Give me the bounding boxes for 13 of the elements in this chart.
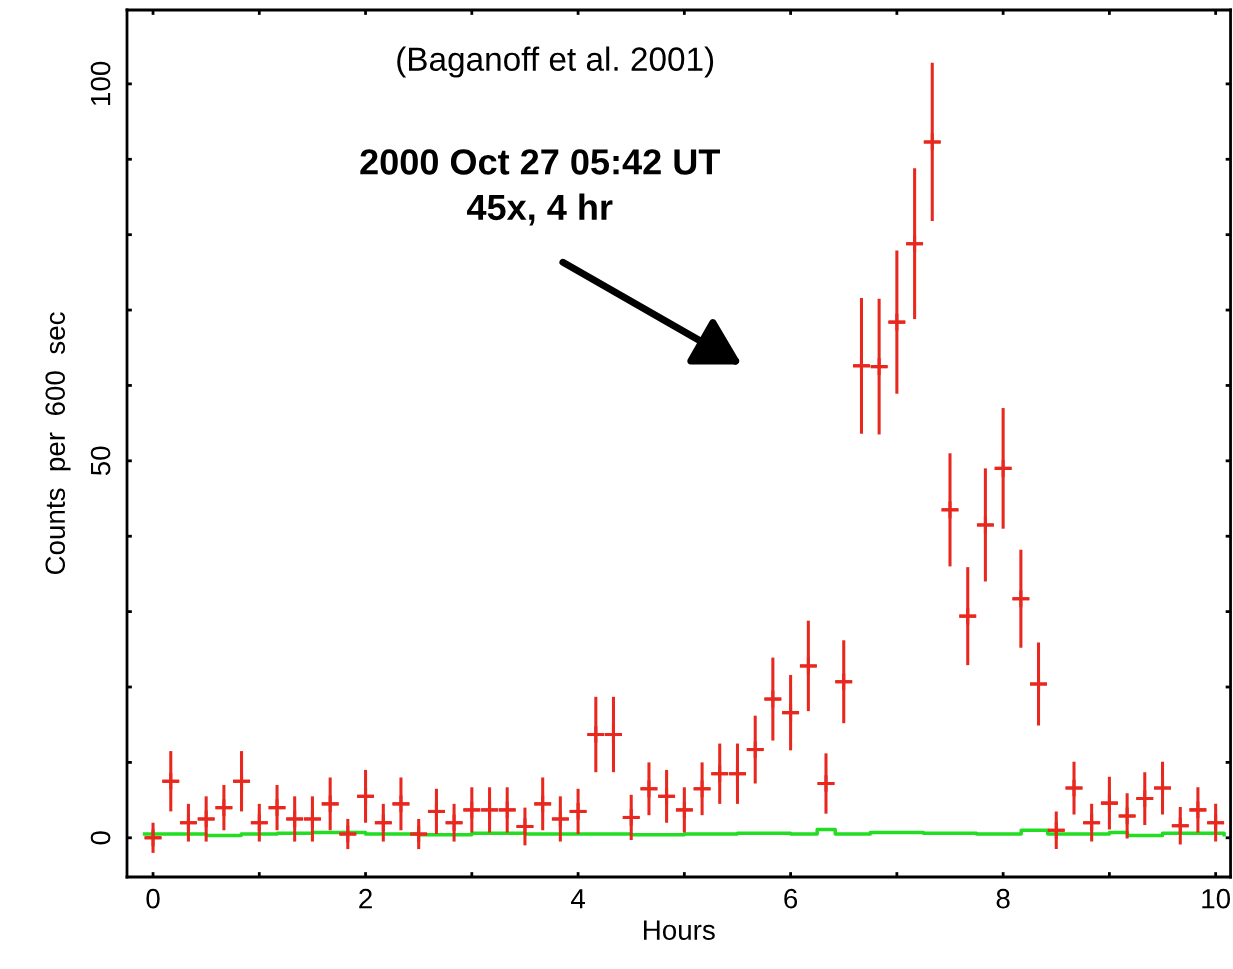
x-tick-label: 0 <box>146 888 160 909</box>
y-tick-label: 50 <box>90 446 111 476</box>
annotation: (Baganoff et al. 2001) <box>397 46 714 78</box>
y-tick-label: 100 <box>90 61 111 105</box>
x-axis-title: Hours <box>644 920 715 940</box>
y-tick-label: 0 <box>90 831 111 845</box>
annotation: 2000 Oct 27 05:42 UT 45x, 4 hr <box>360 149 721 226</box>
x-tick-label: 6 <box>784 888 798 909</box>
x-tick-label: 2 <box>359 888 372 909</box>
x-tick-label: 8 <box>996 888 1010 909</box>
x-tick-label: 10 <box>1202 888 1231 909</box>
y-axis-title: Counts per 600 sec <box>45 312 71 575</box>
x-tick-label: 4 <box>571 889 585 909</box>
